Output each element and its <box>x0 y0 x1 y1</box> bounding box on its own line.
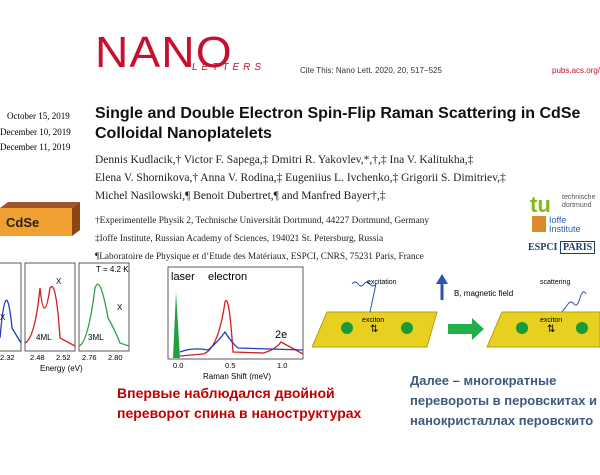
photon <box>561 291 587 313</box>
logos: tu technische dortmund Ioffe Institute ESP… <box>528 192 600 264</box>
url: pubs.acs.org/ <box>552 66 600 75</box>
sample-icon: CdSe <box>0 202 80 236</box>
tick-label: 0.0 <box>173 361 183 370</box>
curve <box>78 283 130 347</box>
date: October 15, 2019 <box>7 111 70 121</box>
ioffe-logo: Ioffe Institute <box>549 216 581 234</box>
title: Single and Double Electron Spin-Flip Ram… <box>95 104 580 144</box>
note-line: Впервые наблюдался двойной <box>117 385 335 401</box>
diagram-label: B, magnetic field <box>454 289 513 298</box>
author-line: Michel Nasilowski,¶ Benoit Dubertret,¶ a… <box>95 190 386 202</box>
arrow <box>448 318 484 340</box>
curve <box>24 285 76 347</box>
tick-label: 2.80 <box>108 353 123 362</box>
photon <box>351 281 377 313</box>
logo-text: Ioffe <box>549 215 567 225</box>
sample-side <box>72 202 80 236</box>
title-line: Single and Double Electron Spin-Flip Ram… <box>95 105 581 122</box>
axis-label: Raman Shift (meV) <box>203 372 271 381</box>
spin <box>341 322 353 334</box>
ioffe-mark <box>532 216 546 232</box>
platelet <box>312 311 438 348</box>
affiliations: †Experimentelle Physik 2, Technische Uni… <box>95 212 429 266</box>
tick-label: 0.5 <box>225 361 235 370</box>
affiliation: ¶Laboratoire de Physique et d’Etude des … <box>95 252 424 262</box>
peak-label: electron <box>208 271 247 283</box>
peak-label: 2e <box>275 329 287 341</box>
diagram-label: scattering <box>540 279 570 286</box>
sample-label: CdSe <box>6 215 39 230</box>
spectra-figure: T = 4.2 K X X X 4ML 3ML 2.32 2.48 2.52 2… <box>0 262 130 373</box>
logo-sub: LETTERS <box>192 62 266 73</box>
curve <box>0 299 22 344</box>
sample-front <box>0 208 72 236</box>
curve <box>179 299 304 357</box>
logo-text: ESPCI <box>528 242 558 253</box>
tick-label: 2.76 <box>82 353 97 362</box>
peak-label: laser <box>171 271 195 283</box>
tick-label: 2.48 <box>30 353 45 362</box>
logo-text: Institute <box>549 224 581 234</box>
frame <box>78 262 130 352</box>
citation: Cite This: Nano Lett. 2020, 20, 517−525 <box>300 66 442 75</box>
exciton-spin: ⇅ <box>370 324 378 335</box>
tick-label: 2.52 <box>56 353 71 362</box>
curve <box>179 330 304 353</box>
diagram-label: excitation <box>367 279 397 286</box>
date: December 10, 2019 <box>0 126 71 137</box>
authors: Dennis Kudlacik,† Victor F. Sapega,‡ Dmi… <box>95 151 506 205</box>
title-line: Colloidal Nanoplatelets <box>95 125 272 142</box>
tu-mark: tu <box>530 192 551 217</box>
logo-text: PARIS <box>559 241 596 254</box>
spin <box>576 322 588 334</box>
author-line: Elena V. Shornikova,† Anna V. Rodina,‡ E… <box>95 172 506 184</box>
axis-label: Energy (eV) <box>40 364 83 373</box>
frame <box>0 262 22 352</box>
logo-text: technische <box>562 194 596 201</box>
blue-note: Далее – многократные перевороты в перовс… <box>410 371 597 431</box>
note-line: нанокристаллах перовскито <box>410 413 594 428</box>
peak-label: X <box>117 303 123 312</box>
field-arrow <box>436 274 448 284</box>
exciton-spin: ⇅ <box>547 324 555 335</box>
logo: NANO <box>95 28 233 77</box>
affiliation: ‡Ioffe Institute, Russian Academy of Sci… <box>95 234 384 244</box>
note-line: переворот спина в наноструктурах <box>117 405 362 421</box>
frame <box>24 262 76 352</box>
author-line: Dennis Kudlacik,† Victor F. Sapega,‡ Dmi… <box>95 154 474 166</box>
note-line: перевороты в перовскитах и <box>410 393 598 408</box>
peak-label: X <box>0 313 6 322</box>
spin <box>401 322 413 334</box>
tick-label: 1.0 <box>277 361 287 370</box>
affiliation: †Experimentelle Physik 2, Technische Uni… <box>95 216 430 226</box>
temperature: T = 4.2 K <box>96 265 129 274</box>
tick-label: 2.32 <box>0 353 15 362</box>
layer-label: 4ML <box>36 333 52 342</box>
espci-logo: ESPCI PARIS <box>528 241 596 254</box>
layer-label: 3ML <box>88 333 104 342</box>
frame <box>167 266 304 360</box>
platelet <box>486 311 600 348</box>
spin <box>516 322 528 334</box>
logo-text: dortmund <box>562 202 592 209</box>
note-line: Далее – многократные <box>410 373 557 388</box>
diagram-label: exciton <box>540 317 562 324</box>
peak-label: X <box>56 277 62 286</box>
laser-peak <box>173 292 180 358</box>
date: December 11, 2019 <box>0 142 71 152</box>
spin-diagram: ⇅ ⇅ excitation exciton B, magnetic field… <box>312 274 600 348</box>
red-note: Впервые наблюдался двойной переворот спи… <box>117 383 361 423</box>
dates: October 15, 2019 December 10, 2019 Decem… <box>0 109 71 156</box>
raman-figure: laser electron 2e 0.0 0.5 1.0 Raman Shif… <box>167 266 304 381</box>
diagram-label: exciton <box>362 317 384 324</box>
sample-top <box>0 202 80 208</box>
tu-logo: technische dortmund <box>562 194 595 210</box>
